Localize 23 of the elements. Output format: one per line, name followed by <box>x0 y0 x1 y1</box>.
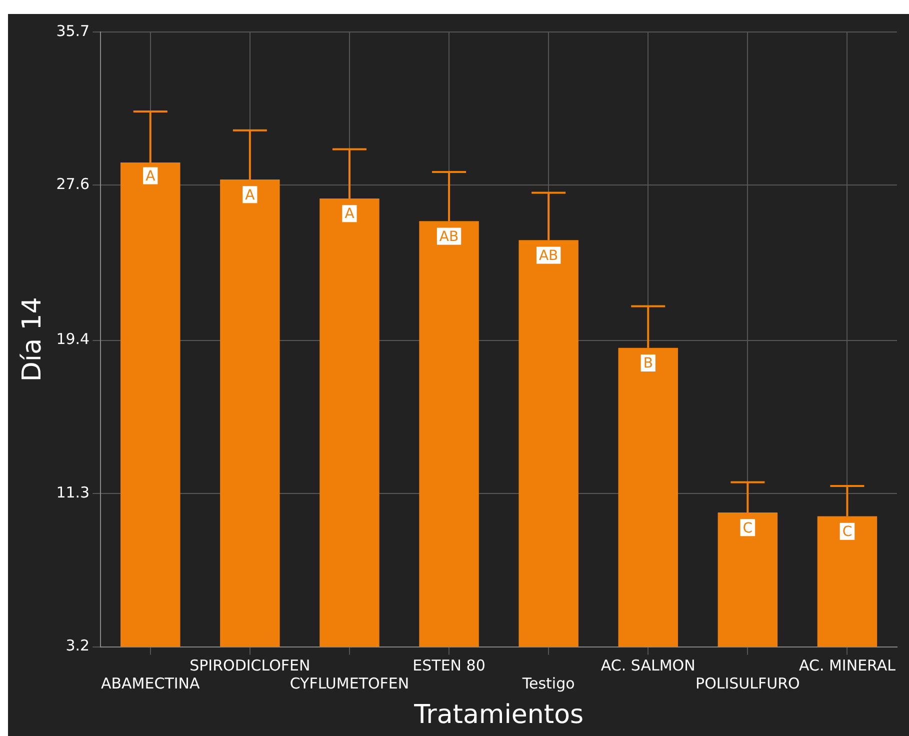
x-tick-label: POLISULFURO <box>696 674 800 693</box>
y-tick-label: 19.4 <box>56 330 90 348</box>
annotation: A <box>344 206 355 222</box>
y-axis-title: Día 14 <box>17 297 48 382</box>
x-tick-label: AC. MINERAL <box>798 656 896 675</box>
y-tick-label: 3.2 <box>66 636 90 655</box>
annotation: A <box>146 168 156 184</box>
x-tick-label: SPIRODICLOFEN <box>190 656 310 675</box>
annotation: C <box>842 524 852 540</box>
x-tick-label: ESTEN 80 <box>412 656 486 675</box>
x-tick-label: Testigo <box>521 674 575 693</box>
annotation: AB <box>538 248 558 264</box>
annotation: C <box>742 520 753 536</box>
annotation: A <box>245 187 256 204</box>
x-tick-label: AC. SALMON <box>600 656 696 675</box>
x-axis-title: Tratamientos <box>413 700 584 730</box>
y-tick-label: 11.3 <box>56 483 90 502</box>
x-tick-label: CYFLUMETOFEN <box>290 674 410 693</box>
y-tick-label: 35.7 <box>56 22 90 40</box>
annotation: B <box>643 356 653 372</box>
x-tick-label: ABAMECTINA <box>100 674 200 693</box>
annotation: AB <box>439 228 459 245</box>
y-tick-label: 27.6 <box>56 175 90 194</box>
